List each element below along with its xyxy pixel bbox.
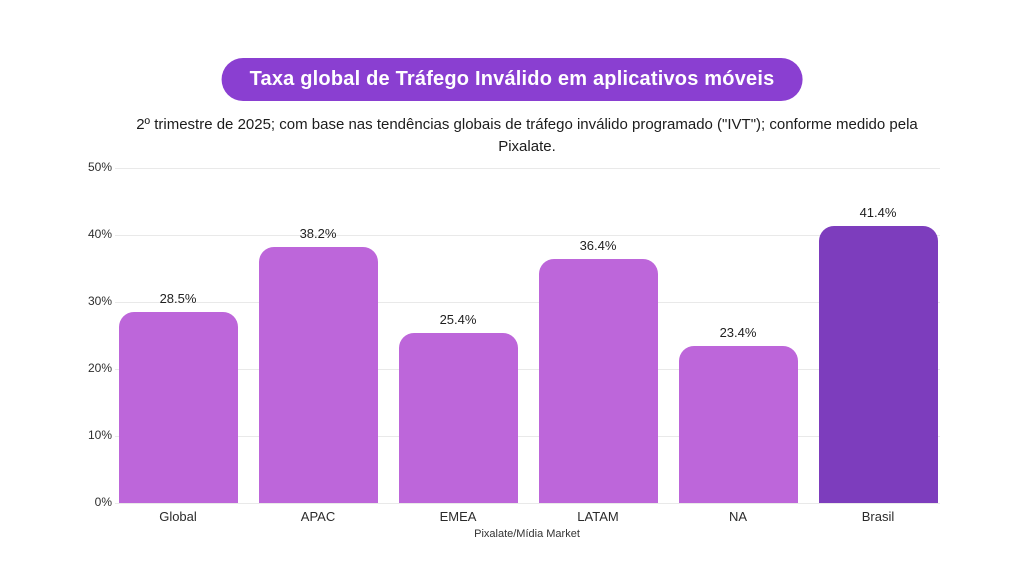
y-axis-tick-label: 20%: [87, 361, 112, 375]
x-axis-category-label: EMEA: [439, 509, 477, 524]
y-axis-tick-label: 10%: [87, 428, 112, 442]
bar-brasil: [818, 225, 938, 503]
bar-value-label: 25.4%: [439, 311, 477, 327]
chart-title: Taxa global de Tráfego Inválido em aplic…: [249, 68, 775, 90]
bar-value-label: 38.2%: [299, 226, 337, 242]
gridline: [115, 435, 940, 437]
bar-global: [118, 312, 238, 503]
x-axis-category-label: LATAM: [577, 509, 619, 524]
gridline: [115, 167, 940, 169]
source-caption: Pixalate/Mídia Market: [474, 528, 580, 540]
x-axis-category-label: NA: [728, 509, 748, 524]
gridline: [115, 502, 940, 504]
gridline: [115, 301, 940, 303]
chart-subtitle: 2º trimestre de 2025; com base nas tendê…: [136, 116, 918, 155]
bar-na: [678, 346, 798, 503]
x-axis-category-label: APAC: [300, 509, 336, 524]
bar-value-label: 36.4%: [579, 238, 617, 254]
y-axis-tick-label: 0%: [94, 495, 112, 509]
gridline: [115, 234, 940, 236]
bar-emea: [398, 332, 518, 503]
x-axis-category-label: Global: [159, 509, 197, 524]
y-axis-tick-label: 50%: [87, 160, 112, 174]
y-axis-tick-label: 40%: [87, 227, 112, 241]
bar-latam: [538, 259, 658, 503]
y-axis-tick-label: 30%: [87, 294, 112, 308]
bar-value-label: 41.4%: [859, 204, 897, 220]
x-axis-category-label: Brasil: [861, 509, 895, 524]
bar-value-label: 28.5%: [159, 291, 197, 307]
chart-title-banner: Taxa global de Tráfego Inválido em aplic…: [221, 58, 803, 101]
bar-value-label: 23.4%: [719, 325, 757, 341]
gridline: [115, 368, 940, 370]
bar-apac: [258, 247, 378, 503]
